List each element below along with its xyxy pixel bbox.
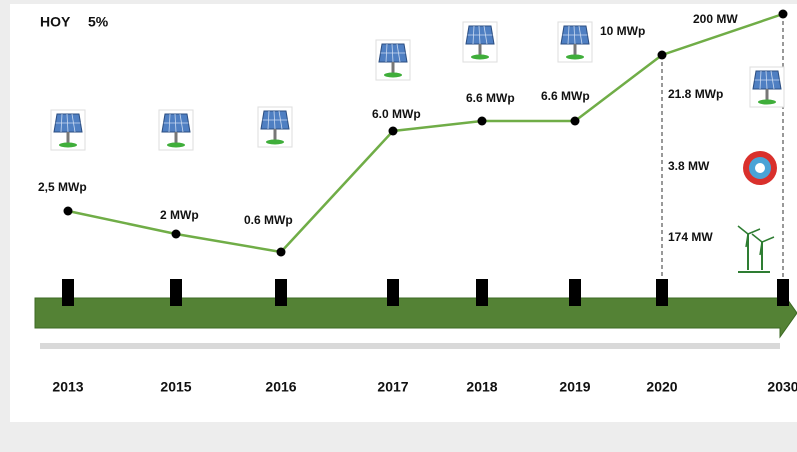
grass [167, 142, 185, 148]
solar-icon [749, 66, 785, 108]
grass [384, 72, 402, 78]
year-marker [777, 279, 789, 306]
grass [471, 54, 489, 60]
title: HOY [40, 14, 71, 30]
breakdown-label: 3.8 MW [668, 159, 710, 173]
point-label: 6.6 MWp [466, 91, 515, 105]
grass [59, 142, 77, 148]
point-label: 10 MWp [600, 24, 645, 38]
year-marker [656, 279, 668, 306]
solar-icon [462, 21, 498, 63]
icon-frame [734, 222, 774, 274]
year-marker [275, 279, 287, 306]
pole [573, 44, 577, 56]
year-label: 2018 [466, 379, 497, 395]
pole [174, 132, 178, 144]
arrow-shadow [40, 343, 780, 349]
year-marker [387, 279, 399, 306]
year-label: 2015 [160, 379, 191, 395]
wind-icon [734, 222, 775, 274]
blades [737, 225, 761, 248]
point [63, 206, 73, 216]
solar-icon [375, 39, 411, 81]
year-label: 2017 [377, 379, 408, 395]
point-label: 6.0 MWp [372, 107, 421, 121]
year-label: 2013 [52, 379, 83, 395]
share: 5% [88, 14, 109, 30]
point [276, 247, 286, 257]
point-label: 200 MW [693, 12, 738, 26]
point [778, 9, 788, 19]
grass [566, 54, 584, 60]
hydro-icon [743, 151, 777, 185]
solar-icon [257, 106, 293, 148]
point [570, 116, 580, 126]
year-marker [569, 279, 581, 306]
pole [273, 129, 277, 141]
breakdown-label: 174 MW [668, 230, 713, 244]
point [477, 116, 487, 126]
point [388, 126, 398, 136]
pole [66, 132, 70, 144]
year-marker [170, 279, 182, 306]
solar-icon [50, 109, 86, 151]
year-label: 2016 [265, 379, 296, 395]
year-label: 2030 [767, 379, 797, 395]
point [657, 50, 667, 60]
point-label: 2 MWp [160, 208, 199, 222]
year-label: 2020 [646, 379, 677, 395]
solar-icon [158, 109, 194, 151]
breakdown-label: 21.8 MWp [668, 87, 723, 101]
grass [266, 139, 284, 145]
growth-line [67, 12, 784, 254]
blades [751, 233, 775, 256]
year-marker [476, 279, 488, 306]
point-label: 2,5 MWp [38, 180, 87, 194]
point [171, 229, 181, 239]
point-label: 6.6 MWp [541, 89, 590, 103]
pole [391, 62, 395, 74]
year-marker [62, 279, 74, 306]
year-label: 2019 [559, 379, 590, 395]
pole [478, 44, 482, 56]
grass [758, 99, 776, 105]
pole [765, 89, 769, 101]
point-label: 0.6 MWp [244, 213, 293, 227]
solar-icon [557, 21, 593, 63]
turbine-hub [755, 163, 765, 173]
